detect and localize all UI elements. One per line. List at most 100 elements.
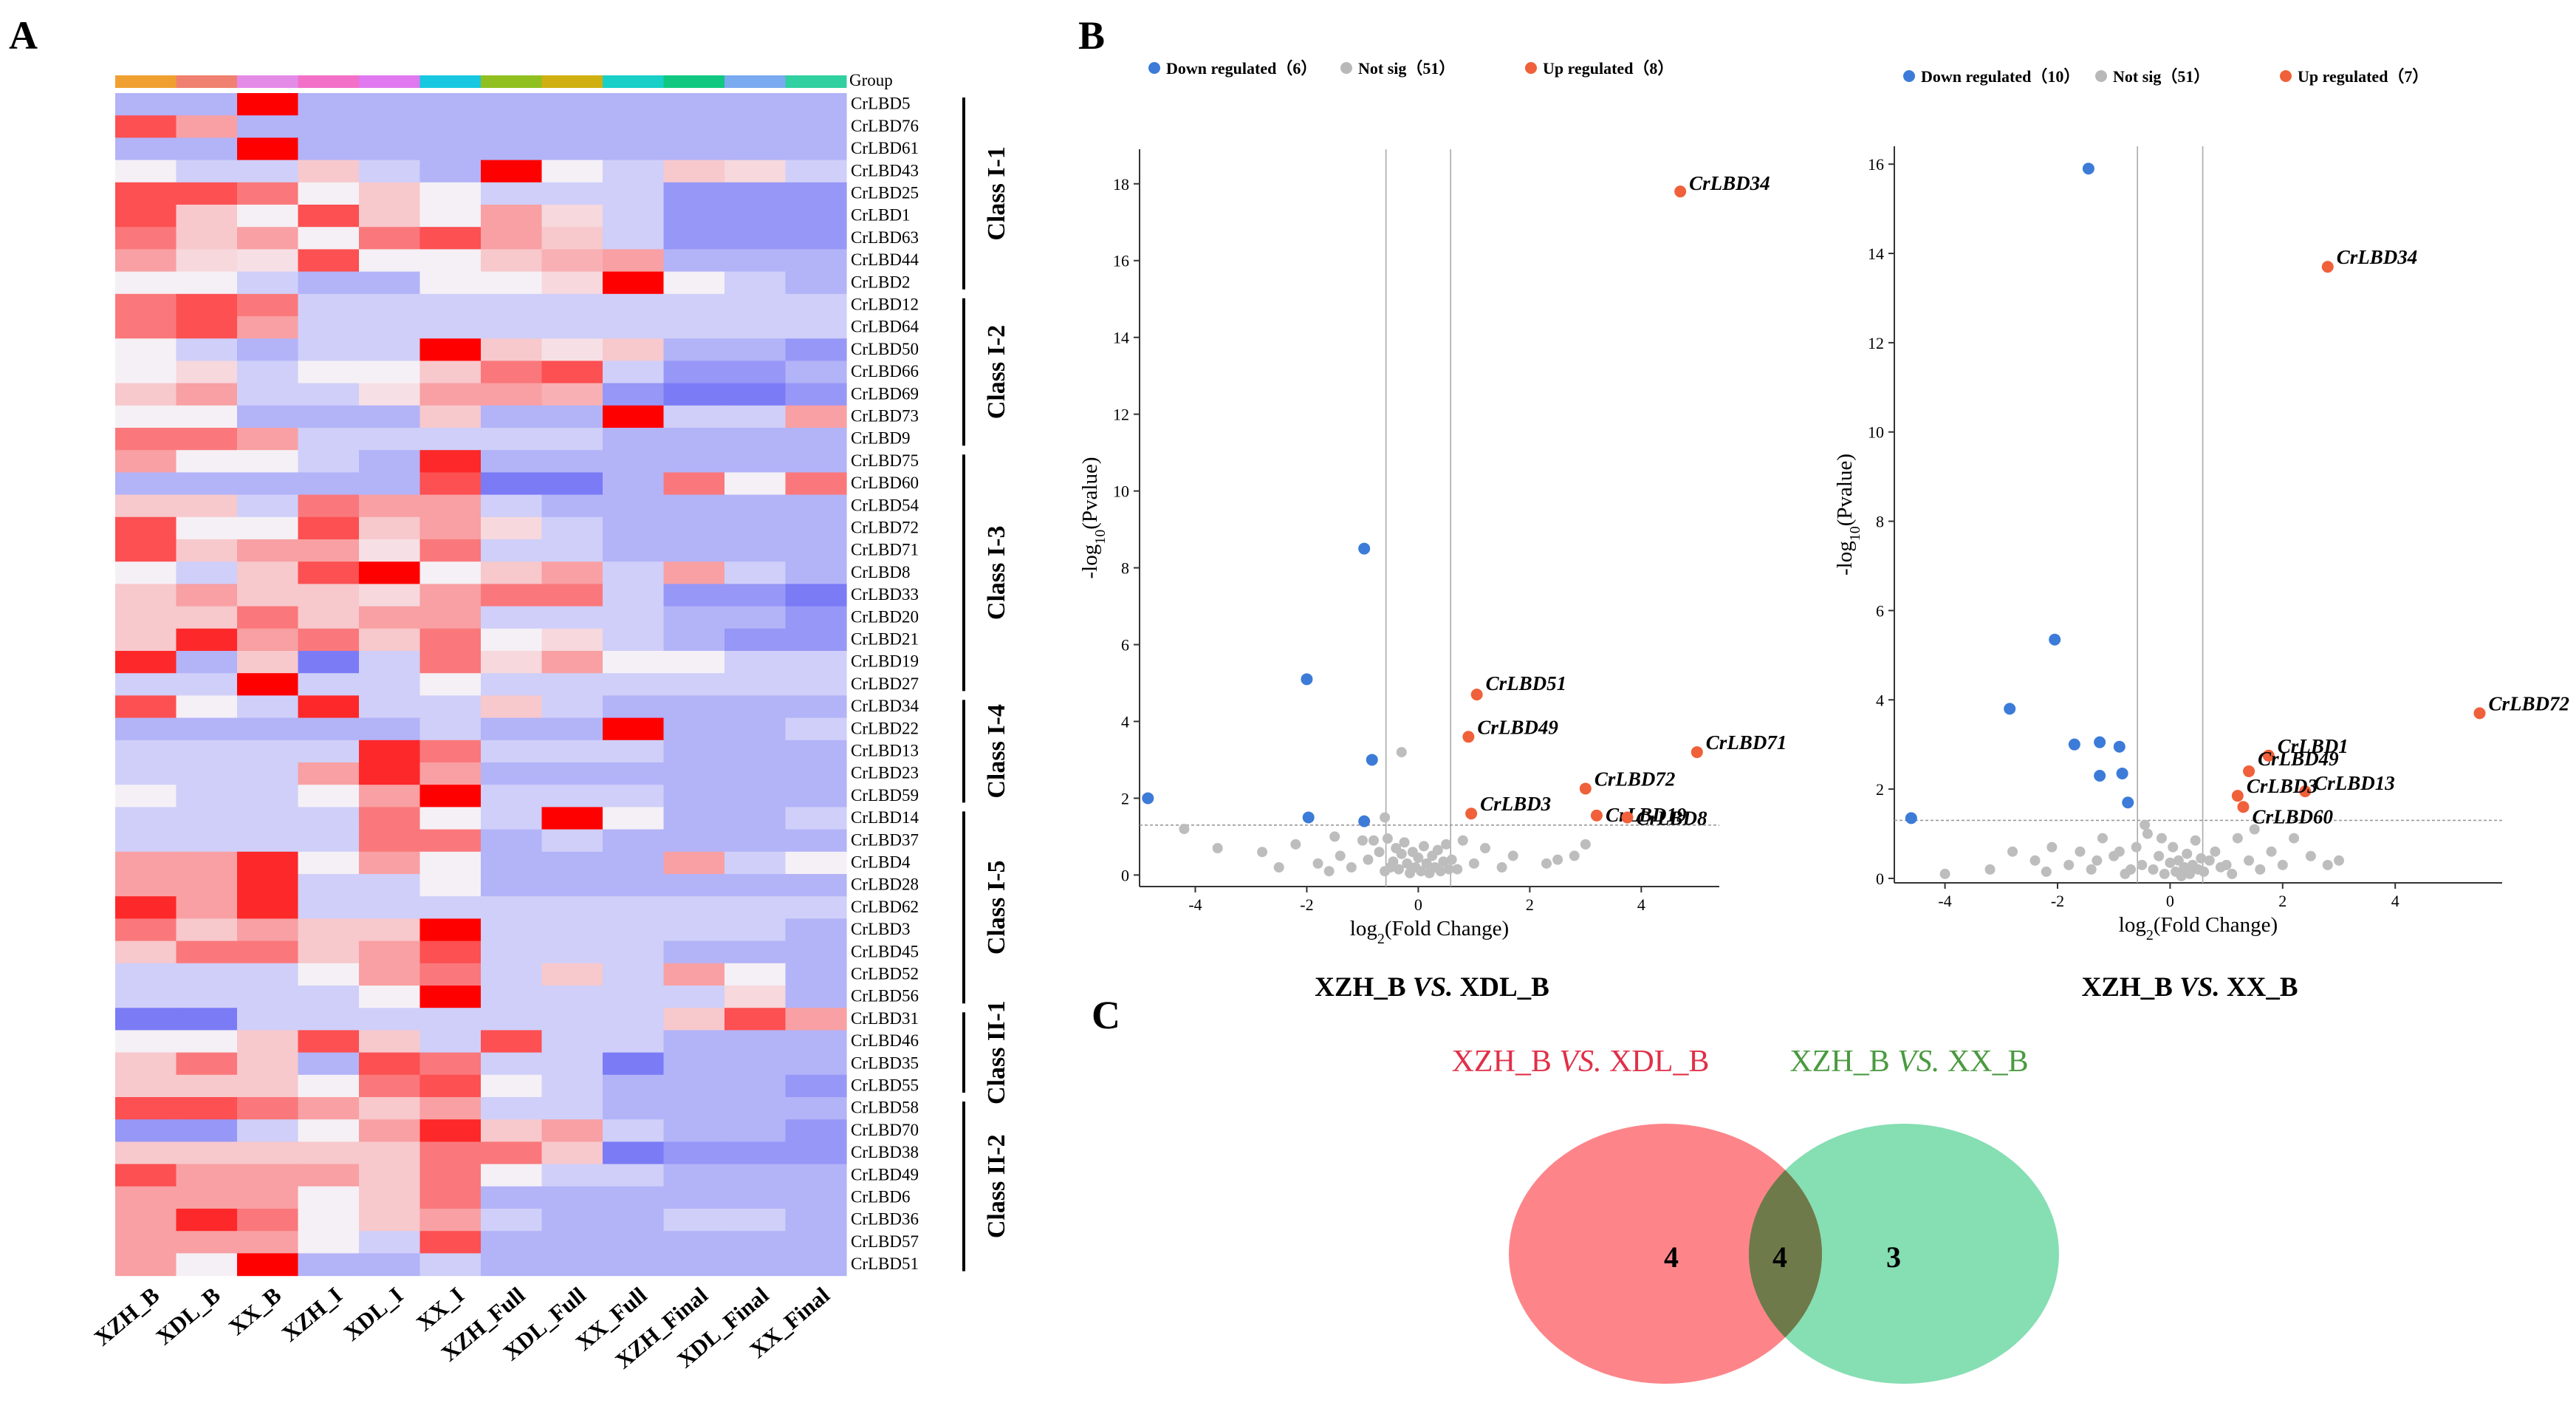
- not-sig-point: [1323, 866, 1335, 877]
- up-regulated-point: [2237, 801, 2250, 813]
- venn-count-left-only: 4: [1664, 1240, 1679, 1274]
- heatmap-cell: [785, 584, 847, 607]
- heatmap-cell: [724, 227, 787, 250]
- heatmap-cell: [115, 338, 177, 361]
- heatmap-cell: [176, 896, 238, 919]
- heatmap-cell: [115, 115, 177, 138]
- row-label: CrLBD54: [851, 496, 919, 514]
- heatmap-cell: [663, 472, 725, 496]
- heatmap-cell: [541, 896, 603, 919]
- not-sig-point: [1382, 833, 1393, 844]
- heatmap-cell: [237, 940, 299, 964]
- heatmap-cell: [237, 673, 299, 696]
- heatmap-cell: [541, 1231, 603, 1254]
- heatmap-cell: [603, 137, 665, 161]
- heatmap-cell: [724, 472, 787, 496]
- heatmap-cell: [237, 361, 299, 384]
- heatmap-cell: [419, 338, 482, 361]
- heatmap-cell: [115, 137, 177, 161]
- group-color-bar: [663, 75, 725, 88]
- heatmap-cell: [298, 383, 360, 406]
- heatmap-cell: [481, 271, 543, 295]
- not-sig-point: [1441, 839, 1452, 850]
- heatmap-cell: [481, 539, 543, 562]
- heatmap-cell: [176, 1052, 238, 1076]
- heatmap-cell: [419, 93, 482, 116]
- heatmap-cell: [115, 450, 177, 473]
- heatmap-cell: [176, 293, 238, 317]
- up-regulated-point: [2473, 707, 2486, 720]
- group-color-bar: [419, 75, 482, 88]
- class-label: Class II-2: [983, 1134, 1010, 1238]
- heatmap-cell: [237, 963, 299, 986]
- heatmap-cell: [785, 963, 847, 986]
- heatmap-cell: [785, 115, 847, 138]
- row-label: CrLBD75: [851, 451, 919, 470]
- heatmap-cell: [724, 137, 787, 161]
- not-sig-point: [1432, 844, 1443, 856]
- heatmap-cell: [176, 740, 238, 763]
- not-sig-point: [1435, 866, 1446, 877]
- heatmap-cell: [724, 762, 787, 785]
- not-sig-point: [2168, 841, 2179, 853]
- heatmap-cell: [481, 227, 543, 250]
- heatmap-cell: [359, 1030, 421, 1054]
- heatmap-cell: [603, 584, 665, 607]
- heatmap-cell: [359, 516, 421, 540]
- heatmap-cell: [237, 249, 299, 273]
- heatmap-cell: [237, 93, 299, 116]
- heatmap-cell: [481, 160, 543, 183]
- heatmap-cell: [785, 293, 847, 317]
- heatmap-cell: [541, 1186, 603, 1209]
- row-label: CrLBD55: [851, 1076, 919, 1095]
- heatmap-cell: [237, 428, 299, 451]
- heatmap-cell: [359, 182, 421, 205]
- heatmap-cell: [541, 450, 603, 473]
- heatmap-cell: [115, 516, 177, 540]
- heatmap-cell: [176, 940, 238, 964]
- heatmap-cell: [298, 986, 360, 1008]
- heatmap-cell: [724, 1231, 787, 1254]
- heatmap-cell: [237, 1052, 299, 1076]
- heatmap-cell: [785, 940, 847, 964]
- not-sig-point: [2137, 859, 2148, 870]
- heatmap-cell: [359, 785, 421, 807]
- heatmap-cell: [237, 383, 299, 406]
- row-label: CrLBD51: [851, 1254, 919, 1273]
- heatmap-cell: [115, 918, 177, 942]
- heatmap-cell: [237, 293, 299, 317]
- volcano-left-title: XZH_B VS. XDL_B: [1315, 972, 1549, 1003]
- heatmap-cell: [663, 1164, 725, 1187]
- heatmap-cell: [359, 584, 421, 607]
- heatmap-cell: [298, 807, 360, 830]
- heatmap-cell: [419, 428, 482, 451]
- group-color-bar: [176, 75, 238, 88]
- venn-label-prefix: XZH_B: [1789, 1045, 1897, 1079]
- row-label: CrLBD69: [851, 384, 919, 403]
- not-sig-point: [2176, 870, 2187, 881]
- row-label: CrLBD33: [851, 585, 919, 604]
- heatmap-cell: [419, 584, 482, 607]
- heatmap-cell: [724, 1030, 787, 1054]
- heatmap-cell: [481, 1209, 543, 1232]
- heatmap-cell: [663, 539, 725, 562]
- heatmap-cell: [298, 628, 360, 652]
- heatmap-cell: [724, 785, 787, 807]
- group-label: Group: [849, 71, 893, 89]
- heatmap-cell: [298, 516, 360, 540]
- heatmap-cell: [298, 338, 360, 361]
- heatmap-cell: [541, 807, 603, 830]
- heatmap-cell: [115, 673, 177, 696]
- heatmap-cell: [603, 516, 665, 540]
- row-label: CrLBD12: [851, 296, 919, 314]
- heatmap-cell: [603, 1008, 665, 1031]
- point-label: CrLBD3: [1480, 793, 1551, 815]
- heatmap-cell: [663, 293, 725, 317]
- heatmap-cell: [359, 896, 421, 919]
- row-label: CrLBD14: [851, 808, 919, 827]
- heatmap-cell: [115, 717, 177, 741]
- heatmap-cell: [176, 160, 238, 183]
- group-color-bar: [603, 75, 664, 88]
- heatmap-cell: [785, 896, 847, 919]
- heatmap-cell: [176, 1164, 238, 1187]
